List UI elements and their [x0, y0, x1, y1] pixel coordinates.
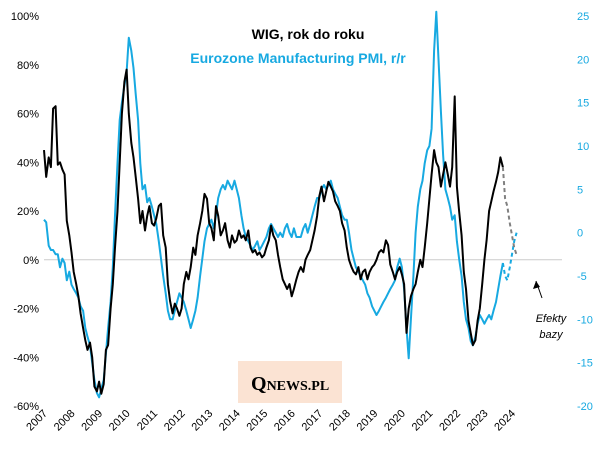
x-tick-label: 2015: [245, 408, 271, 434]
wig-line: [43, 68, 504, 395]
x-tick-label: 2024: [492, 408, 518, 434]
left-tick-label: 60%: [17, 109, 39, 121]
right-tick-label: 5: [577, 184, 583, 196]
left-tick-label: 80%: [17, 60, 39, 72]
x-tick-label: 2010: [107, 408, 133, 434]
x-tick-label: 2022: [437, 408, 463, 434]
right-tick-label: -15: [577, 358, 593, 370]
x-tick-label: 2012: [162, 408, 188, 434]
pmi-line: [43, 10, 504, 399]
left-tick-label: 100%: [11, 11, 39, 23]
x-tick-label: 2009: [79, 408, 105, 434]
watermark-letter: Q: [251, 373, 267, 395]
left-tick-label: -40%: [13, 352, 39, 364]
annotation-arrowhead: [533, 281, 540, 289]
x-tick-label: 2019: [355, 408, 381, 434]
x-tick-label: 2013: [189, 408, 215, 434]
left-tick-label: -20%: [13, 304, 39, 316]
left-tick-label: 40%: [17, 157, 39, 169]
wig-forecast-line: [501, 167, 518, 256]
chart-subtitle: Eurozone Manufacturing PMI, r/r: [190, 50, 406, 66]
right-tick-label: 0: [577, 228, 583, 240]
x-axis-ticks: 2007 2008 2009 2010 2011 2012 2013 2014 2015 2016…: [24, 408, 518, 434]
series-layer: [43, 10, 518, 399]
watermark-logo: QNEWS.PL: [238, 361, 342, 403]
right-tick-label: 20: [577, 54, 589, 66]
x-tick-label: 2020: [382, 408, 408, 434]
left-tick-label: 20%: [17, 206, 39, 218]
x-tick-label: 2014: [217, 408, 243, 434]
watermark-text: QNEWS.PL: [251, 373, 329, 395]
right-axis-ticks: -20 -15 -10 -5 0 5 10 15 20 25: [577, 11, 593, 413]
right-tick-label: -20: [577, 401, 593, 413]
x-tick-label: 2016: [272, 408, 298, 434]
right-tick-label: 15: [577, 98, 589, 110]
annotation-base-effects: Efekty bazy: [533, 280, 568, 341]
right-tick-label: -10: [577, 314, 593, 326]
chart-title: WIG, rok do roku: [252, 26, 365, 42]
x-tick-label: 2017: [300, 408, 326, 434]
left-tick-label: -60%: [13, 401, 39, 413]
pmi-forecast-line: [501, 232, 518, 282]
left-axis-ticks: -60% -40% -20% 0% 20% 40% 60% 80% 100%: [11, 11, 39, 413]
annotation-line1: Efekty: [536, 313, 568, 325]
x-tick-label: 2018: [327, 408, 353, 434]
x-tick-label: 2011: [135, 408, 160, 433]
right-tick-label: -5: [577, 271, 587, 283]
right-tick-label: 10: [577, 141, 589, 153]
watermark-box: [238, 361, 342, 403]
right-tick-label: 25: [577, 11, 589, 23]
x-tick-label: 2021: [410, 408, 436, 434]
left-tick-label: 0%: [23, 255, 39, 267]
x-tick-label: 2023: [465, 408, 491, 434]
watermark-word: NEWS.PL: [267, 379, 330, 394]
x-tick-label: 2008: [52, 408, 78, 434]
annotation-line2: bazy: [539, 329, 564, 341]
